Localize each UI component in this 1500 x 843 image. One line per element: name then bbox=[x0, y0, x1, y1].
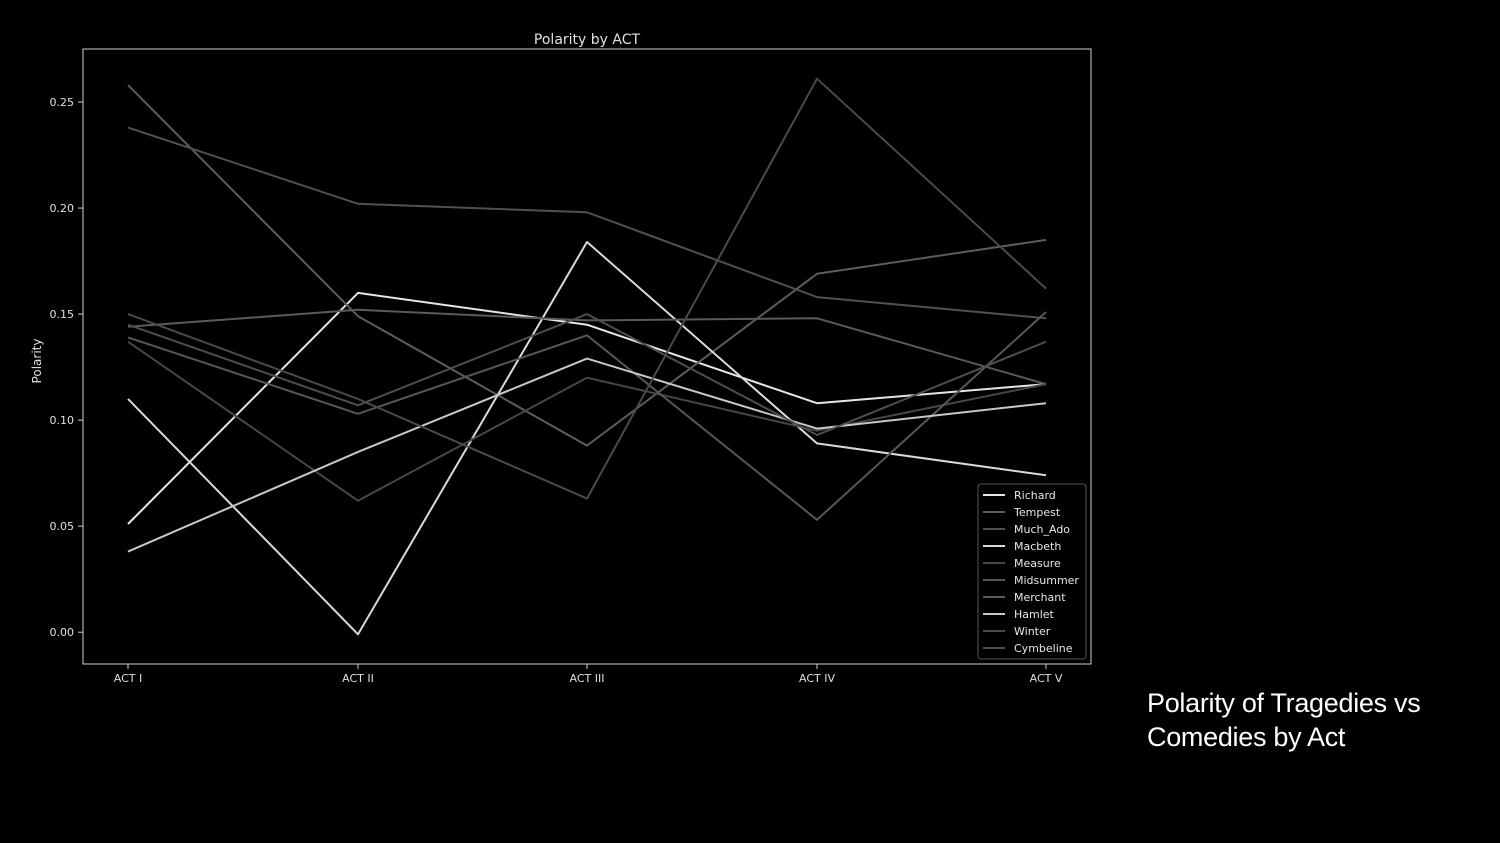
x-tick-label: ACT II bbox=[342, 672, 374, 685]
series-line-tempest bbox=[127, 84, 1047, 447]
y-axis: 0.00 0.05 0.10 0.15 0.20 0.25 bbox=[50, 96, 83, 639]
caption-line-1: Polarity of Tragedies vs bbox=[1147, 688, 1421, 718]
chart-title: Polarity by ACT bbox=[534, 32, 641, 48]
x-tick-label: ACT I bbox=[114, 672, 142, 685]
series-line-richard bbox=[127, 291, 1047, 525]
x-axis: ACT I ACT II ACT III ACT IV ACT V bbox=[114, 664, 1063, 685]
caption-line-2: Comedies by Act bbox=[1147, 722, 1346, 752]
legend-label: Macbeth bbox=[1014, 540, 1061, 553]
x-tick-label: ACT III bbox=[570, 672, 605, 685]
legend: Richard Tempest Much_Ado Macbeth Measure Mids… bbox=[977, 483, 1087, 660]
y-axis-label: Polarity bbox=[30, 339, 44, 384]
y-tick-label: 0.05 bbox=[50, 520, 75, 533]
legend-box bbox=[977, 483, 1087, 660]
series-line-hamlet bbox=[127, 357, 1047, 553]
plot-frame bbox=[82, 48, 1092, 665]
y-tick-label: 0.00 bbox=[50, 626, 75, 639]
y-tick-label: 0.10 bbox=[50, 414, 75, 427]
legend-label: Cymbeline bbox=[1014, 642, 1073, 655]
legend-label: Measure bbox=[1014, 557, 1061, 570]
y-tick-label: 0.20 bbox=[50, 202, 75, 215]
legend-label: Midsummer bbox=[1014, 574, 1079, 587]
series-lines bbox=[127, 77, 1047, 636]
legend-label: Richard bbox=[1014, 489, 1056, 502]
legend-label: Merchant bbox=[1014, 591, 1066, 604]
y-tick-label: 0.15 bbox=[50, 308, 75, 321]
x-tick-label: ACT IV bbox=[799, 672, 835, 685]
series-line-macbeth bbox=[127, 241, 1047, 636]
x-tick-label: ACT V bbox=[1030, 672, 1063, 685]
legend-label: Tempest bbox=[1013, 506, 1061, 519]
y-tick-label: 0.25 bbox=[50, 96, 75, 109]
series-line-winter bbox=[127, 77, 1047, 500]
legend-label: Winter bbox=[1014, 625, 1051, 638]
series-line-merchant bbox=[127, 308, 1047, 386]
series-line-cymbeline bbox=[127, 313, 1047, 436]
series-line-measure bbox=[127, 340, 1047, 502]
series-line-midsummer bbox=[127, 311, 1047, 521]
slide-caption: Polarity of Tragedies vs Comedies by Act bbox=[1147, 686, 1487, 754]
legend-label: Hamlet bbox=[1014, 608, 1055, 621]
series-line-much-ado bbox=[127, 126, 1047, 320]
legend-label: Much_Ado bbox=[1014, 523, 1070, 536]
